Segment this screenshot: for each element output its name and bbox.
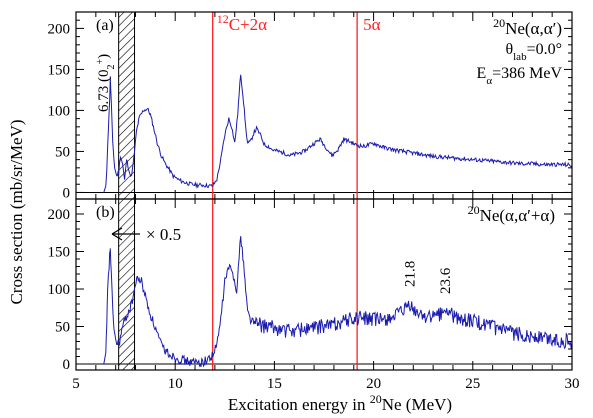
y-tick-label: 0 [63,357,71,373]
x-tick-label: 25 [465,376,480,392]
peak-label-673: 6.73 (02+) [95,54,117,112]
energy-label: Eα=386 MeV [477,65,563,87]
y-tick-label: 0 [63,185,71,201]
plot-frame [75,198,573,371]
y-tick-label: 100 [48,103,71,119]
peak-label-1: 23.6 [438,267,454,294]
spectrum-series [103,236,572,368]
x-tick-label: 15 [267,376,282,392]
threshold-label-12c: 12C+2α [217,12,267,34]
y-tick-label: 150 [48,62,71,78]
threshold-label-5alpha: 5α [363,15,381,34]
x-tick-label: 30 [565,376,580,392]
y-tick-label: 150 [48,245,71,261]
reaction-label: 20Ne(α,α′) [493,16,562,38]
y-axis-label: Cross section (mb/sr/MeV) [7,119,26,304]
x-axis-label: Excitation energy in 20Ne (MeV) [228,392,452,414]
y-tick-label: 100 [48,282,71,298]
panel-label: (a) [96,17,114,34]
y-tick-label: 200 [48,207,71,223]
y-tick-label: 50 [55,144,70,160]
panel-a: 0 50 100 150 200 (a) 20Ne(α,α′) θlab=0.0°Eα=386… [48,11,573,201]
peak-label-0: 21.8 [402,261,418,287]
panel-b: 0 50 100 150 200 (b) 20Ne(α,α′+α) × 0.5 21.8 23.6… [48,198,580,392]
plot-frame [75,11,573,200]
scale-arrow-head [111,227,123,241]
panel-label: (b) [96,204,115,221]
spectrum-series [103,74,572,193]
reaction-label: 20Ne(α,α′+α) [468,203,555,225]
x-tick-label: 20 [366,376,381,392]
y-tick-label: 200 [48,21,71,37]
excluded-region-hatch [118,198,136,371]
x-tick-label: 5 [72,376,80,392]
scale-factor-label: × 0.5 [146,225,181,244]
angle-label: θlab=0.0° [505,41,562,63]
x-tick-label: 10 [168,376,183,392]
y-tick-label: 50 [55,320,70,336]
